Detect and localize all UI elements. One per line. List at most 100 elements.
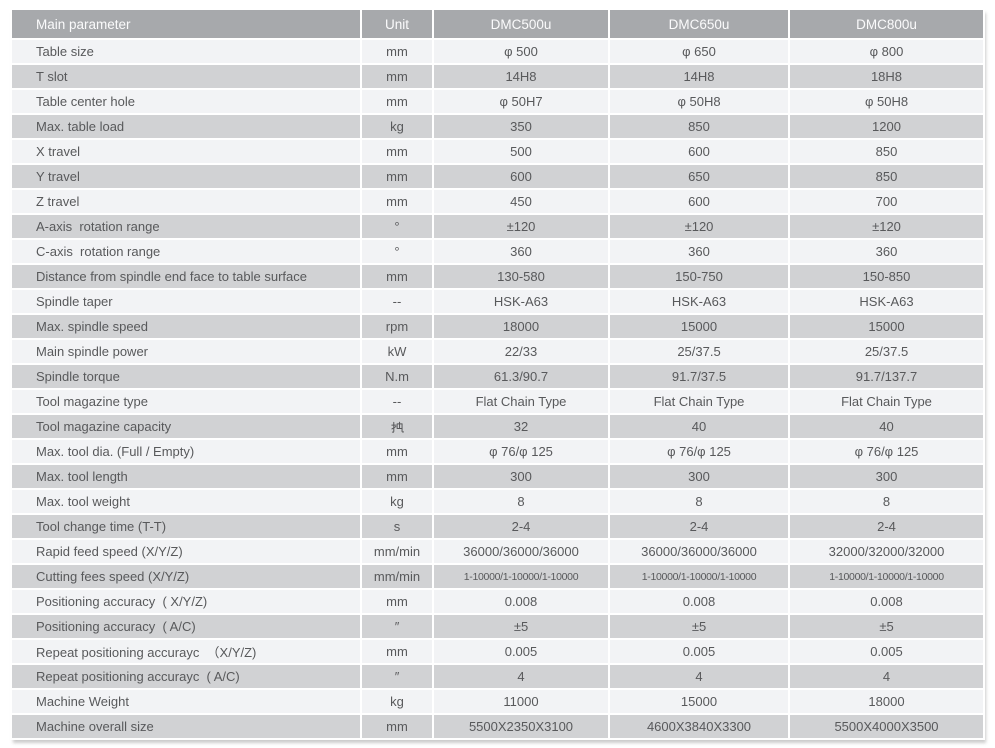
- table-row: Main spindle power kW 22/33 25/37.5 25/37.5: [12, 340, 983, 363]
- value-dmc800u: 300: [790, 465, 983, 488]
- unit-cell: mm/min: [362, 565, 432, 588]
- value-dmc650u: 850: [610, 115, 788, 138]
- value-dmc650u: 600: [610, 140, 788, 163]
- value-dmc800u: 850: [790, 140, 983, 163]
- value-dmc650u: 2-4: [610, 515, 788, 538]
- value-dmc800u: 8: [790, 490, 983, 513]
- value-dmc650u: ±120: [610, 215, 788, 238]
- value-dmc800u: ±5: [790, 615, 983, 638]
- table-row: C-axis rotation range ° 360 360 360: [12, 240, 983, 263]
- unit-cell: mm: [362, 40, 432, 63]
- value-dmc500u: 22/33: [434, 340, 608, 363]
- value-dmc800u: 5500X4000X3500: [790, 715, 983, 738]
- value-dmc650u: 15000: [610, 690, 788, 713]
- value-dmc500u: 350: [434, 115, 608, 138]
- value-dmc500u: Flat Chain Type: [434, 390, 608, 413]
- value-dmc800u: 360: [790, 240, 983, 263]
- value-dmc500u: φ 76/φ 125: [434, 440, 608, 463]
- unit-cell: rpm: [362, 315, 432, 338]
- param-label: Repeat positioning accurayc ( A/C): [12, 665, 360, 688]
- value-dmc800u: φ 800: [790, 40, 983, 63]
- value-dmc800u: 850: [790, 165, 983, 188]
- unit-cell: ″: [362, 665, 432, 688]
- value-dmc500u: 18000: [434, 315, 608, 338]
- col-header-unit: Unit: [362, 10, 432, 38]
- value-dmc500u: 8: [434, 490, 608, 513]
- value-dmc500u: 5500X2350X3100: [434, 715, 608, 738]
- cjk-ba-glyph: [390, 421, 404, 433]
- value-dmc800u: 32000/32000/32000: [790, 540, 983, 563]
- param-label: X travel: [12, 140, 360, 163]
- unit-cell: N.m: [362, 365, 432, 388]
- param-label: Spindle torque: [12, 365, 360, 388]
- unit-cell: °: [362, 215, 432, 238]
- value-dmc800u: 150-850: [790, 265, 983, 288]
- table-row: Y travel mm 600 650 850: [12, 165, 983, 188]
- value-dmc500u: HSK-A63: [434, 290, 608, 313]
- value-dmc500u: 14H8: [434, 65, 608, 88]
- table-row: X travel mm 500 600 850: [12, 140, 983, 163]
- param-label: T slot: [12, 65, 360, 88]
- unit-cell: °: [362, 240, 432, 263]
- unit-cell: --: [362, 390, 432, 413]
- value-dmc650u: Flat Chain Type: [610, 390, 788, 413]
- table-row: Max. spindle speed rpm 18000 15000 15000: [12, 315, 983, 338]
- unit-cell: s: [362, 515, 432, 538]
- value-dmc650u: 360: [610, 240, 788, 263]
- table-row: Positioning accuracy ( A/C) ″ ±5 ±5 ±5: [12, 615, 983, 638]
- value-dmc650u: 0.005: [610, 640, 788, 663]
- value-dmc800u: 40: [790, 415, 983, 438]
- value-dmc500u: 360: [434, 240, 608, 263]
- param-label: Rapid feed speed (X/Y/Z): [12, 540, 360, 563]
- value-dmc800u: 700: [790, 190, 983, 213]
- value-dmc500u: ±120: [434, 215, 608, 238]
- value-dmc800u: φ 76/φ 125: [790, 440, 983, 463]
- table-row: Machine Weight kg 11000 15000 18000: [12, 690, 983, 713]
- value-dmc500u: φ 500: [434, 40, 608, 63]
- unit-cell: mm/min: [362, 540, 432, 563]
- value-dmc650u: 40: [610, 415, 788, 438]
- unit-cell: mm: [362, 265, 432, 288]
- value-dmc500u: 32: [434, 415, 608, 438]
- value-dmc800u: 4: [790, 665, 983, 688]
- value-dmc800u: 91.7/137.7: [790, 365, 983, 388]
- value-dmc650u: 4600X3840X3300: [610, 715, 788, 738]
- value-dmc650u: 91.7/37.5: [610, 365, 788, 388]
- value-dmc500u: 61.3/90.7: [434, 365, 608, 388]
- table-row: Spindle torque N.m 61.3/90.7 91.7/37.5 91.7/…: [12, 365, 983, 388]
- param-label: Z travel: [12, 190, 360, 213]
- value-dmc650u: φ 50H8: [610, 90, 788, 113]
- param-label: Max. table load: [12, 115, 360, 138]
- param-label: Table center hole: [12, 90, 360, 113]
- value-dmc500u: ±5: [434, 615, 608, 638]
- value-dmc650u: 8: [610, 490, 788, 513]
- table-row: Cutting fees speed (X/Y/Z) mm/min 1-10000/…: [12, 565, 983, 588]
- unit-cell: mm: [362, 65, 432, 88]
- value-dmc500u: 2-4: [434, 515, 608, 538]
- value-dmc650u: 0.008: [610, 590, 788, 613]
- param-label: Machine Weight: [12, 690, 360, 713]
- param-label: Positioning accuracy ( X/Y/Z): [12, 590, 360, 613]
- value-dmc500u: 300: [434, 465, 608, 488]
- spec-sheet: Main parameter Unit DMC500u DMC650u DMC8…: [10, 8, 985, 740]
- col-header-dmc800u: DMC800u: [790, 10, 983, 38]
- col-header-dmc650u: DMC650u: [610, 10, 788, 38]
- value-dmc800u: HSK-A63: [790, 290, 983, 313]
- spec-table: Main parameter Unit DMC500u DMC650u DMC8…: [10, 8, 985, 740]
- value-dmc650u: φ 76/φ 125: [610, 440, 788, 463]
- value-dmc800u: 0.005: [790, 640, 983, 663]
- value-dmc800u: 18000: [790, 690, 983, 713]
- value-dmc500u: 0.005: [434, 640, 608, 663]
- table-row: Max. table load kg 350 850 1200: [12, 115, 983, 138]
- value-dmc650u: 600: [610, 190, 788, 213]
- unit-cell: mm: [362, 190, 432, 213]
- param-label: Main spindle power: [12, 340, 360, 363]
- param-label: Spindle taper: [12, 290, 360, 313]
- value-dmc800u: 1-10000/1-10000/1-10000: [790, 565, 983, 588]
- table-header: Main parameter Unit DMC500u DMC650u DMC8…: [12, 10, 983, 38]
- table-row: Positioning accuracy ( X/Y/Z) mm 0.008 0.00…: [12, 590, 983, 613]
- value-dmc800u: 18H8: [790, 65, 983, 88]
- value-dmc800u: 0.008: [790, 590, 983, 613]
- param-label: Positioning accuracy ( A/C): [12, 615, 360, 638]
- param-label: Table size: [12, 40, 360, 63]
